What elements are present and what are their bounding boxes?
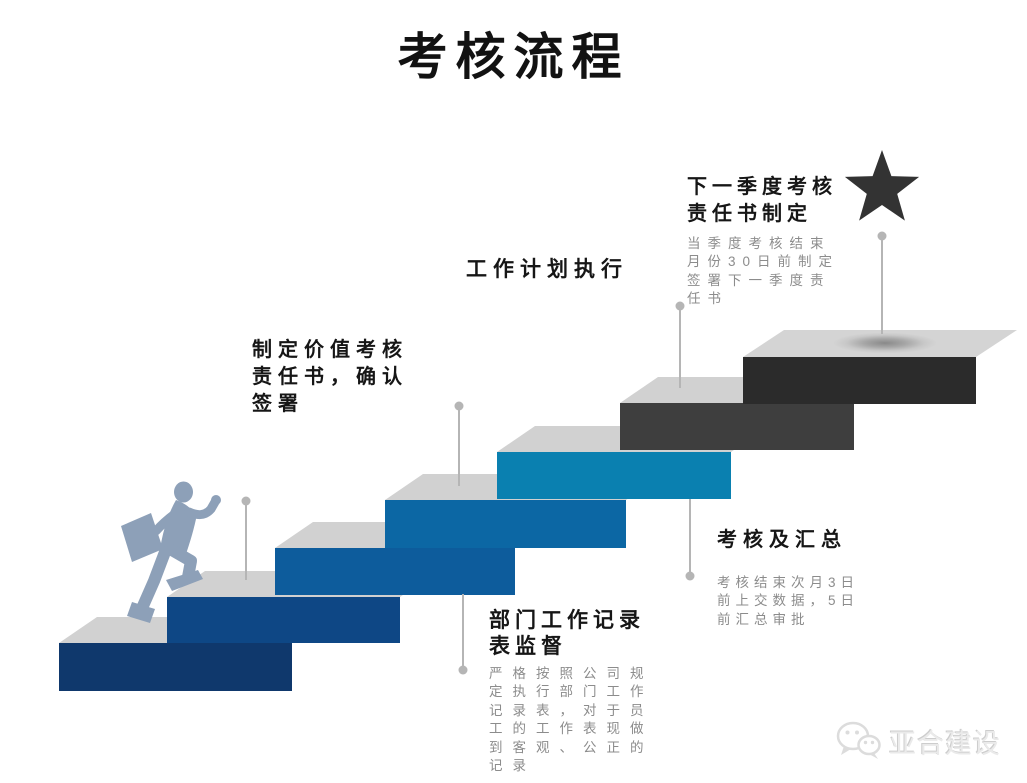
stage-title: 考核及汇总: [717, 529, 847, 551]
stage-title: 部门工作记录 表监督: [489, 609, 645, 658]
summit-hole: [833, 332, 937, 354]
stage-title: 制定价值考核 责任书，确认 签署: [252, 339, 408, 415]
step-6-front: [620, 403, 854, 450]
stage-description: 严格按照公司规 定执行部门工作 记录表，对于员 工的工作表现做 到客观、公正的 …: [489, 666, 654, 774]
brand-watermark: 亚合建设: [836, 721, 1001, 761]
climber-leg-front: [166, 544, 197, 583]
pin-dot-stage-5: [675, 301, 685, 311]
step-7-front: [743, 357, 976, 404]
climber-silhouette: [121, 481, 221, 623]
stage-title: 下一季度考核 责任书制定: [687, 176, 837, 225]
stage-label-next-quarter: 下一季度考核 责任书制定 当季度考核结束 月份30日前制定 签署下一季度责 任书: [687, 174, 839, 308]
climber-arm-back: [151, 508, 181, 536]
climber-leg-back: [137, 546, 171, 612]
climber-arm-front: [184, 497, 220, 520]
briefcase-icon: [121, 513, 163, 562]
stage-description: 考核结束次月3日 前上交数据，5日 前汇总审批: [717, 575, 860, 627]
step-3-front: [275, 548, 515, 595]
step-1-front: [59, 643, 292, 691]
step-7-summit: [743, 330, 1017, 404]
stage-label-work-plan: 工作计划执行: [466, 256, 628, 283]
climber-shoe-front: [166, 570, 203, 591]
page-title: 考核流程: [397, 29, 630, 85]
climber-fist: [211, 495, 221, 505]
pin-dot-stage-4: [685, 571, 695, 581]
stage-label-dept-record: 部门工作记录 表监督 严格按照公司规 定执行部门工作 记录表，对于员 工的工作表…: [489, 608, 654, 775]
pin-dot-summit: [877, 231, 887, 241]
star-icon: [844, 150, 920, 221]
stage-label-assess-summary: 考核及汇总 考核结束次月3日 前上交数据，5日 前汇总审批: [717, 527, 859, 629]
pins: [241, 231, 887, 675]
climber-shoe-back: [127, 602, 155, 623]
pin-dot-stage-2: [454, 401, 464, 411]
climber-head: [174, 481, 193, 503]
step-2-front: [167, 597, 400, 643]
pin-dot-stage-3: [458, 665, 468, 675]
stage-title: 工作计划执行: [466, 258, 628, 281]
pin-dot-stage-1: [241, 496, 251, 506]
brand-name: 亚合建设: [889, 728, 1001, 759]
stage-label-sign-responsibility: 制定价值考核 责任书，确认 签署: [252, 337, 408, 418]
step-5-front: [497, 452, 731, 499]
stage-description: 当季度考核结束 月份30日前制定 签署下一季度责 任书: [687, 236, 840, 306]
wechat-icon: [836, 721, 881, 759]
step-4-front: [385, 500, 626, 548]
